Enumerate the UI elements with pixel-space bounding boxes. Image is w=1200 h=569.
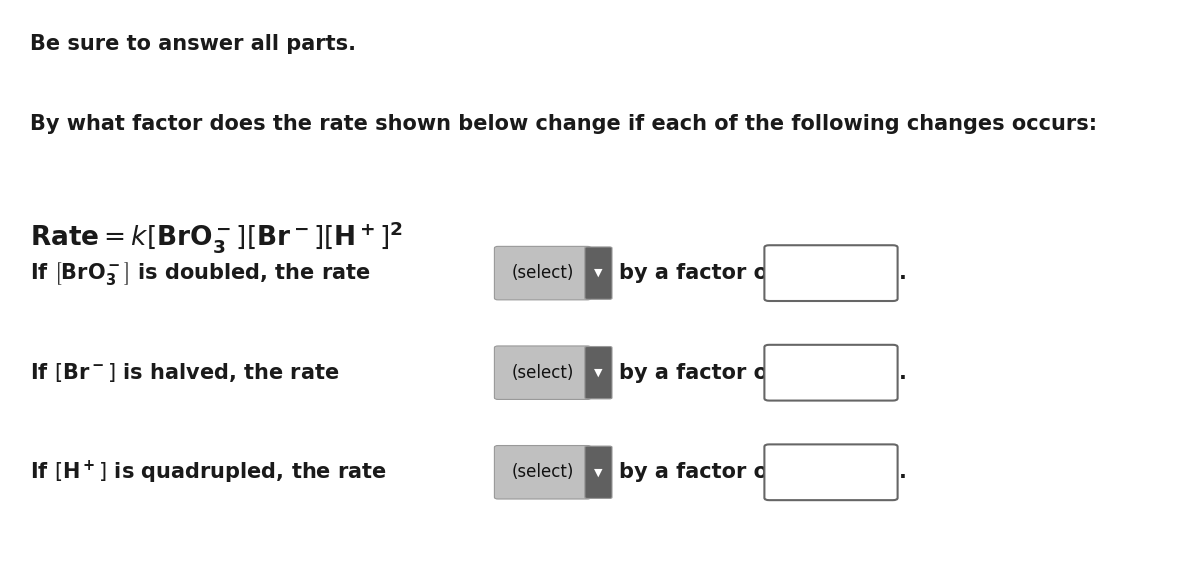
Text: .: . <box>899 362 907 383</box>
Text: .: . <box>899 462 907 483</box>
Text: .: . <box>899 263 907 283</box>
Text: by a factor of: by a factor of <box>619 462 778 483</box>
FancyBboxPatch shape <box>494 246 590 300</box>
FancyBboxPatch shape <box>764 245 898 301</box>
Text: $\mathbf{Rate} = \mathit{k}\left[\mathbf{BrO_3^-}\right]\left[\mathbf{Br^-}\righ: $\mathbf{Rate} = \mathit{k}\left[\mathbf… <box>30 219 403 255</box>
FancyBboxPatch shape <box>584 247 612 299</box>
FancyBboxPatch shape <box>764 444 898 500</box>
FancyBboxPatch shape <box>764 345 898 401</box>
FancyBboxPatch shape <box>494 346 590 399</box>
Text: ▼: ▼ <box>594 268 602 278</box>
Text: (select): (select) <box>511 264 574 282</box>
FancyBboxPatch shape <box>584 347 612 399</box>
Text: by a factor of: by a factor of <box>619 263 778 283</box>
Text: By what factor does the rate shown below change if each of the following changes: By what factor does the rate shown below… <box>30 114 1097 134</box>
Text: Be sure to answer all parts.: Be sure to answer all parts. <box>30 34 356 54</box>
Text: If $\left[\mathbf{Br^-}\right]$ is halved, the rate: If $\left[\mathbf{Br^-}\right]$ is halve… <box>30 361 340 384</box>
FancyBboxPatch shape <box>494 446 590 499</box>
Text: by a factor of: by a factor of <box>619 362 778 383</box>
Text: ▼: ▼ <box>594 368 602 378</box>
Text: (select): (select) <box>511 364 574 382</box>
Text: If $\left[\mathbf{BrO_3^-}\right]$ is doubled, the rate: If $\left[\mathbf{BrO_3^-}\right]$ is do… <box>30 259 371 287</box>
Text: (select): (select) <box>511 463 574 481</box>
FancyBboxPatch shape <box>584 446 612 498</box>
Text: If $\left[\mathbf{H^+}\right]$ is quadrupled, the rate: If $\left[\mathbf{H^+}\right]$ is quadru… <box>30 459 386 486</box>
Text: ▼: ▼ <box>594 467 602 477</box>
